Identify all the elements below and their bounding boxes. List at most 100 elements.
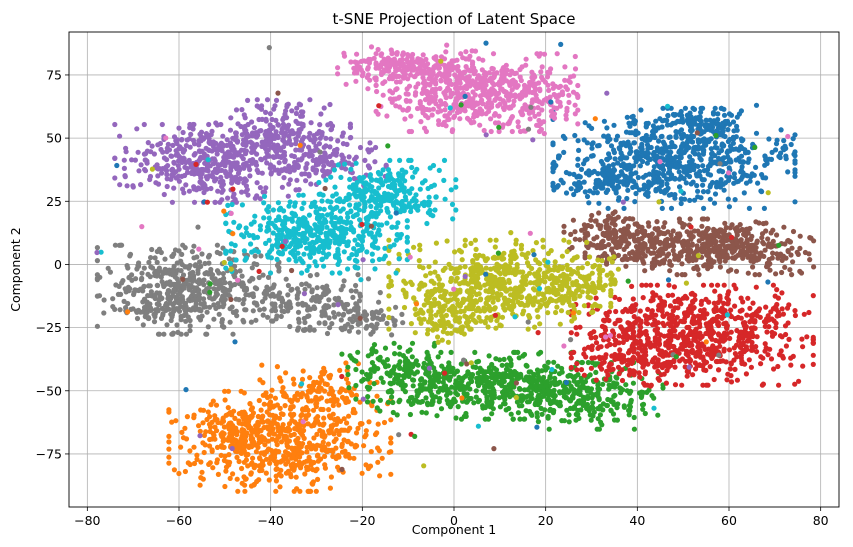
data-point xyxy=(500,393,507,399)
data-point xyxy=(643,132,650,139)
data-point xyxy=(171,159,177,165)
data-point xyxy=(663,342,669,348)
data-point xyxy=(304,161,310,167)
data-point xyxy=(619,377,626,384)
data-point xyxy=(353,430,360,436)
data-point xyxy=(676,164,682,170)
data-point xyxy=(750,300,756,306)
data-point xyxy=(726,121,733,127)
data-point xyxy=(639,282,645,288)
data-point xyxy=(723,225,729,231)
data-point xyxy=(453,381,459,387)
data-point xyxy=(681,176,687,182)
data-point xyxy=(183,182,189,188)
data-point xyxy=(715,116,721,123)
data-point xyxy=(463,413,469,419)
data-point xyxy=(679,382,685,388)
data-point xyxy=(322,381,328,387)
data-point xyxy=(154,162,160,168)
data-point xyxy=(779,306,785,312)
data-point xyxy=(715,282,721,288)
data-point xyxy=(637,390,643,396)
data-point xyxy=(695,163,701,169)
data-point xyxy=(298,126,304,132)
data-point xyxy=(161,155,167,161)
data-point xyxy=(305,488,311,494)
data-point xyxy=(623,263,629,269)
data-point xyxy=(117,133,123,139)
data-point xyxy=(390,369,396,375)
data-point xyxy=(776,153,782,159)
data-point xyxy=(601,118,608,124)
data-point xyxy=(684,229,690,235)
data-point xyxy=(344,141,350,147)
data-point xyxy=(634,156,640,162)
data-point xyxy=(733,254,739,260)
data-point xyxy=(216,144,222,150)
data-point xyxy=(287,169,293,175)
data-point xyxy=(725,148,731,154)
data-point xyxy=(182,425,188,431)
data-point xyxy=(584,140,590,146)
data-point xyxy=(584,230,591,236)
data-point xyxy=(257,185,263,191)
data-point xyxy=(465,381,472,387)
data-point xyxy=(700,182,706,188)
data-point xyxy=(333,445,339,451)
data-point xyxy=(766,256,772,263)
data-point xyxy=(222,483,228,490)
data-point xyxy=(765,236,771,242)
data-point xyxy=(205,147,211,153)
data-point xyxy=(649,231,655,237)
data-point xyxy=(295,440,301,446)
data-point xyxy=(244,187,250,193)
data-point xyxy=(138,182,144,188)
data-point xyxy=(213,402,220,408)
data-point xyxy=(524,399,531,405)
data-point xyxy=(407,347,413,353)
data-point xyxy=(783,343,790,349)
data-point xyxy=(539,394,545,400)
data-point xyxy=(748,364,755,370)
data-point xyxy=(619,171,626,177)
data-point xyxy=(636,224,643,230)
data-point xyxy=(702,262,708,268)
data-point xyxy=(588,417,594,423)
data-point xyxy=(379,455,385,461)
data-point xyxy=(771,366,777,372)
data-point xyxy=(347,353,353,359)
data-point xyxy=(703,228,709,234)
data-point xyxy=(222,168,228,175)
data-point xyxy=(581,179,587,185)
data-point xyxy=(634,316,640,323)
data-point xyxy=(336,402,342,408)
data-point xyxy=(251,465,257,471)
data-point xyxy=(272,145,278,151)
data-point xyxy=(655,249,661,255)
data-point xyxy=(321,105,327,111)
data-point xyxy=(611,186,617,192)
data-point xyxy=(411,397,417,403)
data-point xyxy=(746,357,752,363)
data-point xyxy=(700,282,707,288)
data-point xyxy=(787,239,793,245)
data-point xyxy=(768,156,775,162)
data-point xyxy=(511,369,518,375)
data-point xyxy=(569,244,575,251)
data-point xyxy=(512,349,518,355)
data-point xyxy=(705,137,711,143)
data-point xyxy=(810,293,816,299)
data-point xyxy=(701,149,707,155)
data-point xyxy=(267,460,273,466)
data-point xyxy=(384,357,390,363)
data-point xyxy=(374,405,380,411)
data-point xyxy=(707,240,713,246)
data-point xyxy=(514,375,520,382)
data-point xyxy=(642,410,648,417)
data-point xyxy=(621,205,627,211)
data-point xyxy=(254,167,260,173)
data-point xyxy=(568,364,574,371)
data-point xyxy=(615,214,621,220)
data-point xyxy=(733,286,739,292)
data-point xyxy=(677,219,683,225)
